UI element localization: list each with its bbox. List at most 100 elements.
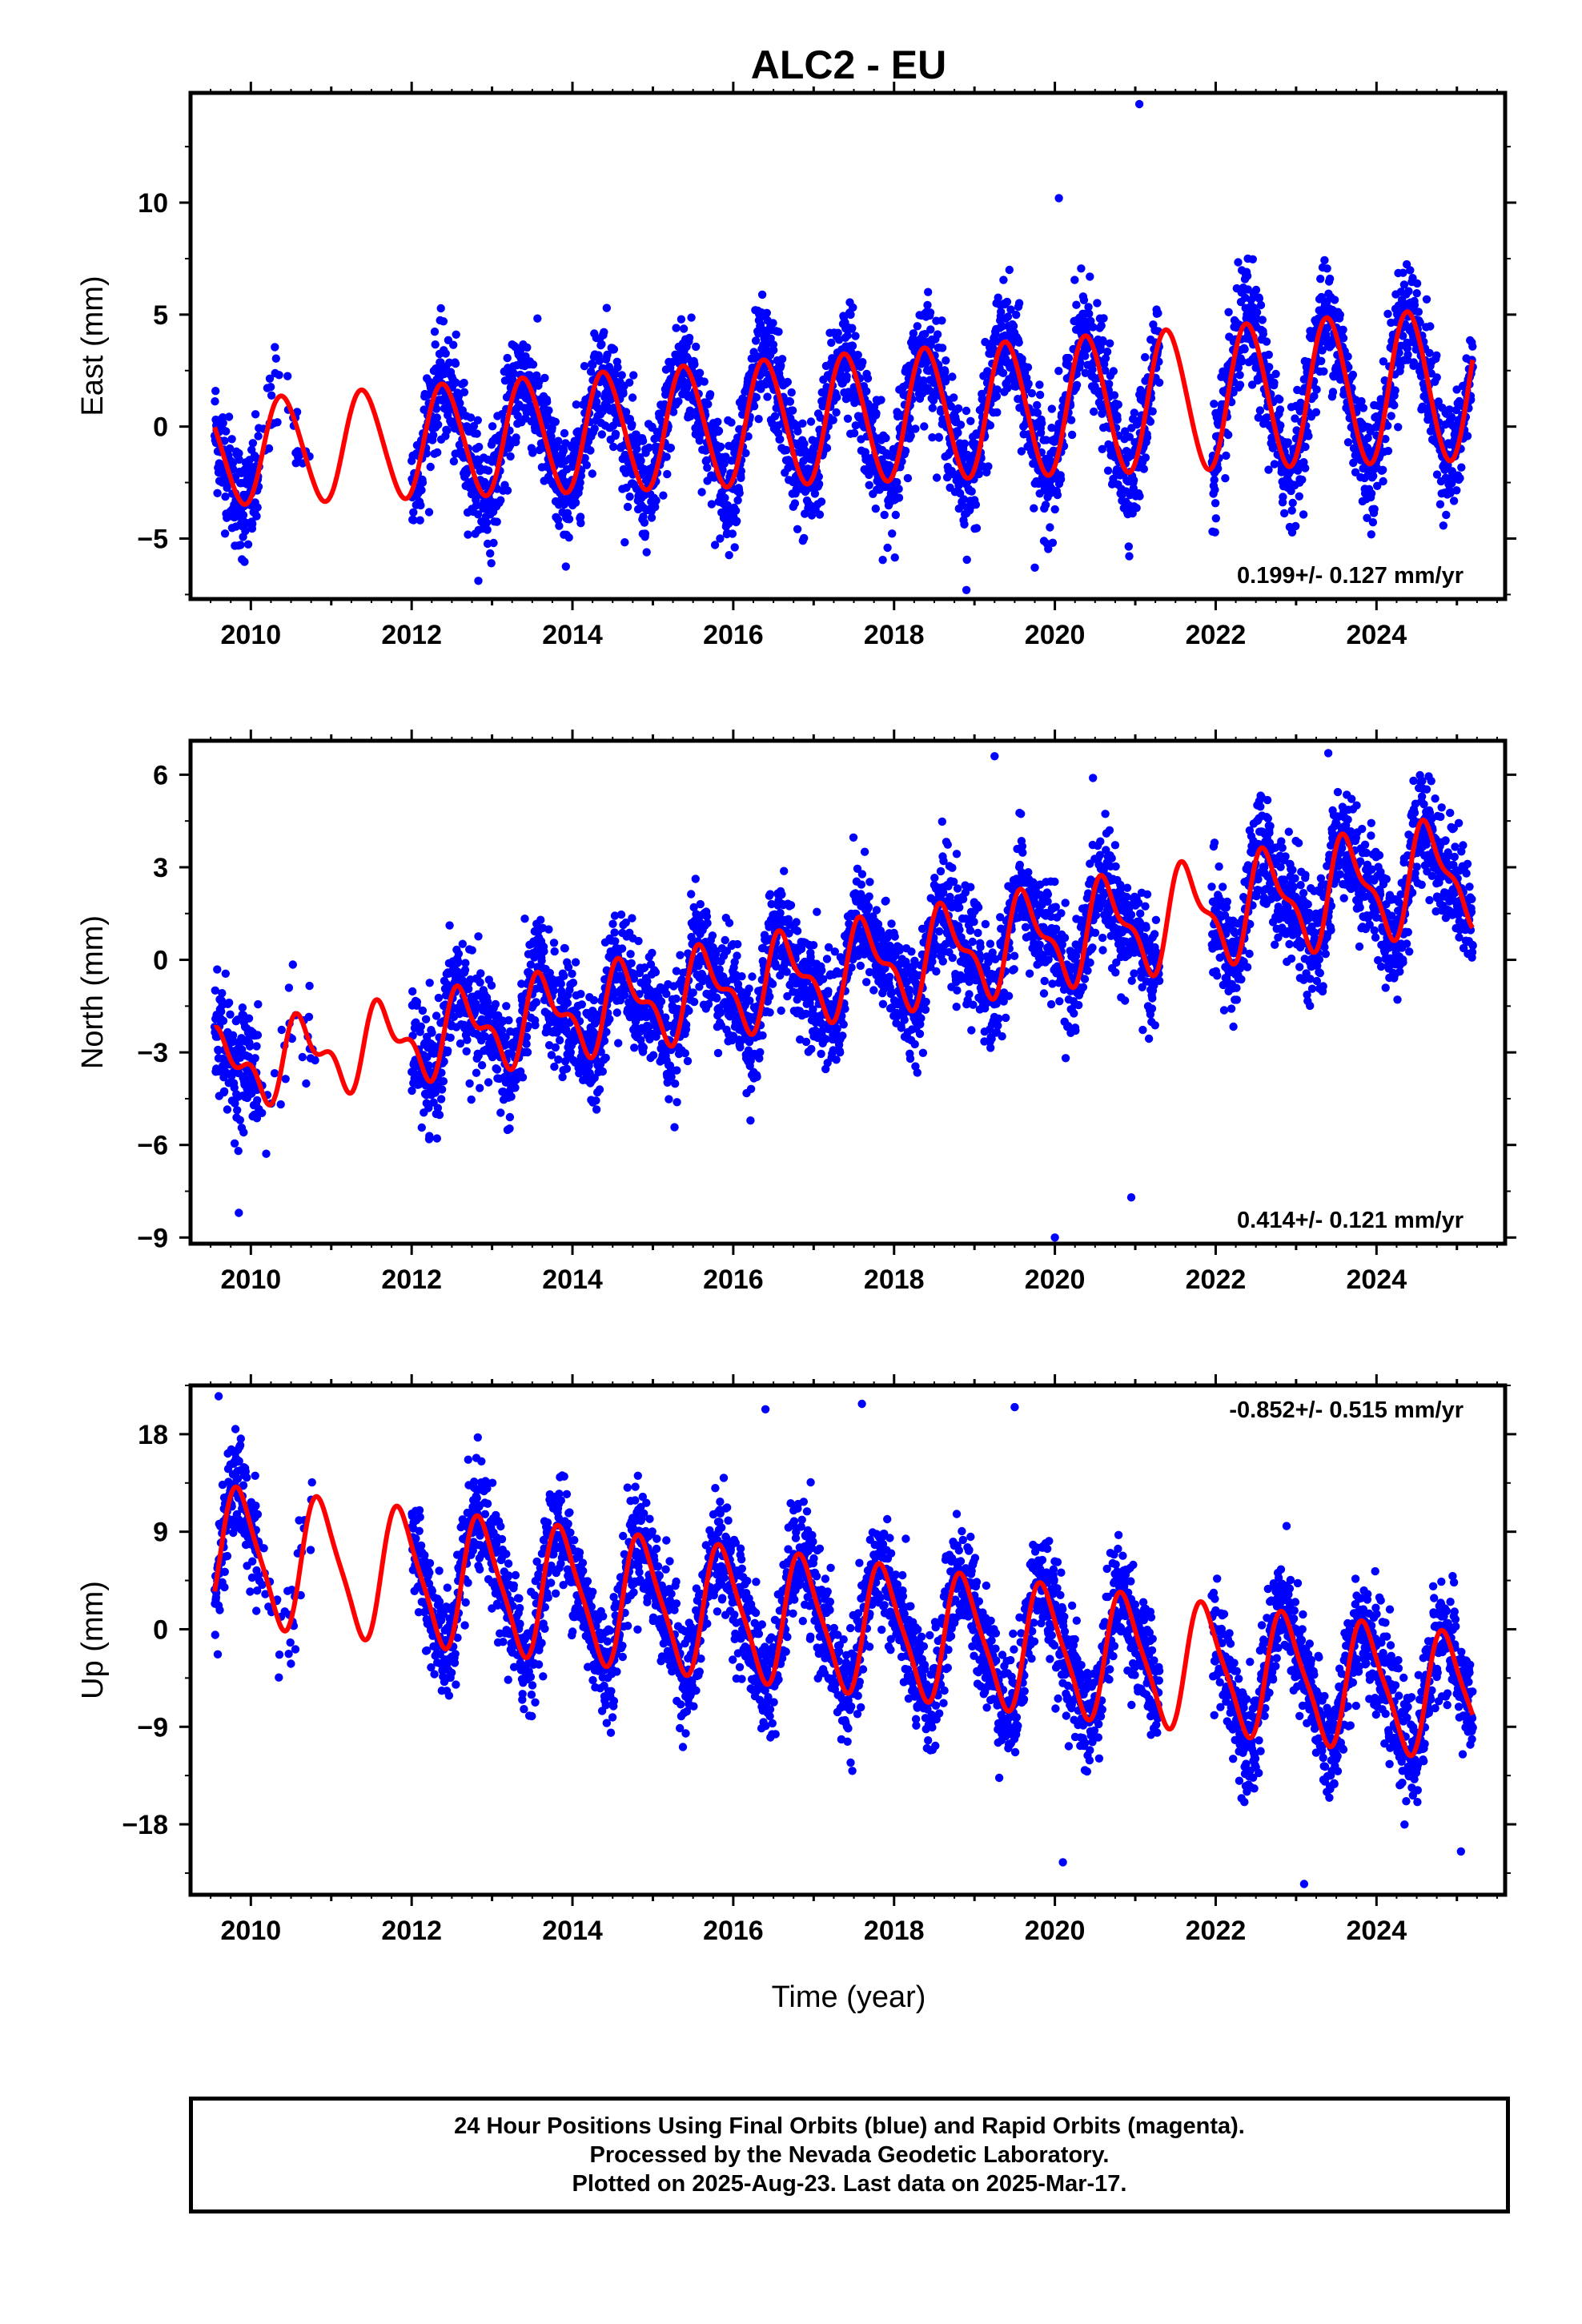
- north-data-point: [454, 949, 464, 959]
- east-data-point: [1258, 316, 1267, 324]
- east-data-point: [1005, 265, 1014, 275]
- north-data-point: [444, 1046, 452, 1055]
- chart-title: ALC2 - EU: [751, 42, 946, 87]
- east-data-point: [523, 343, 532, 352]
- east-data-point: [1066, 416, 1076, 424]
- east-data-point: [218, 478, 227, 487]
- east-data-point: [636, 456, 645, 465]
- east-data-point: [686, 412, 695, 420]
- north-data-point: [608, 919, 617, 928]
- east-data-point: [1002, 297, 1012, 307]
- north-data-point: [230, 1139, 239, 1148]
- north-data-point: [474, 932, 483, 941]
- north-data-point: [213, 965, 222, 974]
- north-data-point: [523, 1047, 532, 1057]
- east-data-point: [967, 487, 976, 496]
- north-data-point: [549, 986, 558, 995]
- east-data-point: [472, 429, 481, 438]
- east-data-point: [1271, 369, 1280, 379]
- north-data-point: [611, 937, 620, 946]
- east-data-point: [611, 429, 620, 438]
- east-data-point: [409, 516, 418, 525]
- east-data-point: [966, 416, 975, 425]
- east-data-point: [506, 452, 515, 461]
- east-data-point: [674, 397, 683, 406]
- east-outlier-point: [1243, 254, 1252, 263]
- east-data-point: [1251, 285, 1261, 295]
- east-data-point: [800, 440, 809, 448]
- east-data-point: [221, 493, 230, 501]
- north-data-point: [425, 979, 434, 987]
- east-data-point: [872, 408, 881, 418]
- east-data-point: [496, 496, 505, 505]
- east-data-point: [533, 314, 542, 323]
- north-data-point: [562, 1064, 572, 1073]
- east-data-point: [754, 415, 763, 424]
- east-data-point: [1243, 271, 1252, 280]
- east-data-point: [436, 304, 445, 313]
- east-data-point: [588, 469, 596, 478]
- east-data-point: [597, 340, 606, 349]
- east-data-point: [769, 319, 777, 328]
- east-data-point: [1018, 355, 1026, 364]
- east-data-point: [1325, 274, 1335, 283]
- east-data-point: [913, 322, 922, 331]
- east-data-point: [528, 448, 537, 457]
- north-data-point: [601, 1053, 610, 1063]
- east-data-point: [488, 422, 497, 431]
- east-data-point: [1295, 492, 1304, 501]
- east-data-point: [1079, 296, 1089, 304]
- east-data-point: [862, 387, 871, 396]
- east-data-point: [489, 538, 498, 548]
- north-data-point: [476, 1084, 484, 1092]
- north-data-point: [568, 969, 576, 979]
- north-data-point: [253, 1031, 263, 1039]
- east-data-point: [580, 453, 589, 463]
- north-data-point: [467, 1095, 476, 1104]
- east-data-point: [1106, 339, 1114, 348]
- east-data-point: [942, 356, 950, 365]
- east-data-point: [1412, 289, 1421, 298]
- north-data-point: [472, 1068, 481, 1077]
- east-data-point: [1222, 451, 1231, 460]
- east-data-point: [1027, 388, 1037, 398]
- east-data-point: [1262, 337, 1271, 346]
- north-data-point: [520, 915, 529, 923]
- east-x-tick-label: 2010: [221, 620, 282, 650]
- east-data-point: [460, 378, 468, 388]
- north-data-point: [592, 1096, 600, 1105]
- north-data-point: [218, 989, 227, 998]
- north-data-point: [639, 1043, 648, 1052]
- east-data-point: [1012, 310, 1021, 320]
- east-data-point: [1264, 350, 1274, 360]
- east-data-point: [1142, 433, 1152, 442]
- east-data-point: [1211, 528, 1219, 537]
- east-data-point: [1067, 430, 1077, 440]
- east-data-point: [1139, 464, 1149, 473]
- east-data-point: [625, 378, 634, 387]
- east-data-point: [1367, 489, 1376, 498]
- east-data-point: [1097, 321, 1106, 330]
- east-data-point: [1369, 472, 1378, 480]
- east-data-point: [1235, 380, 1245, 389]
- east-data-point: [1422, 295, 1431, 304]
- east-data-point: [1379, 465, 1387, 474]
- east-data-point: [1328, 388, 1338, 396]
- east-data-point: [513, 411, 522, 420]
- east-data-point: [858, 358, 867, 367]
- north-data-point: [461, 959, 470, 967]
- north-data-point: [284, 983, 294, 992]
- east-outlier-point: [962, 585, 971, 594]
- north-data-point: [238, 1003, 247, 1012]
- east-data-point: [638, 436, 648, 445]
- east-data-point: [603, 350, 612, 360]
- east-data-point: [776, 435, 785, 444]
- east-data-point: [659, 491, 668, 500]
- east-data-point: [1283, 438, 1292, 447]
- north-data-point: [560, 971, 568, 980]
- east-data-point: [571, 498, 580, 507]
- east-data-point: [737, 473, 745, 482]
- east-data-point: [849, 428, 859, 438]
- east-data-point: [685, 333, 694, 343]
- east-data-point: [1129, 476, 1138, 485]
